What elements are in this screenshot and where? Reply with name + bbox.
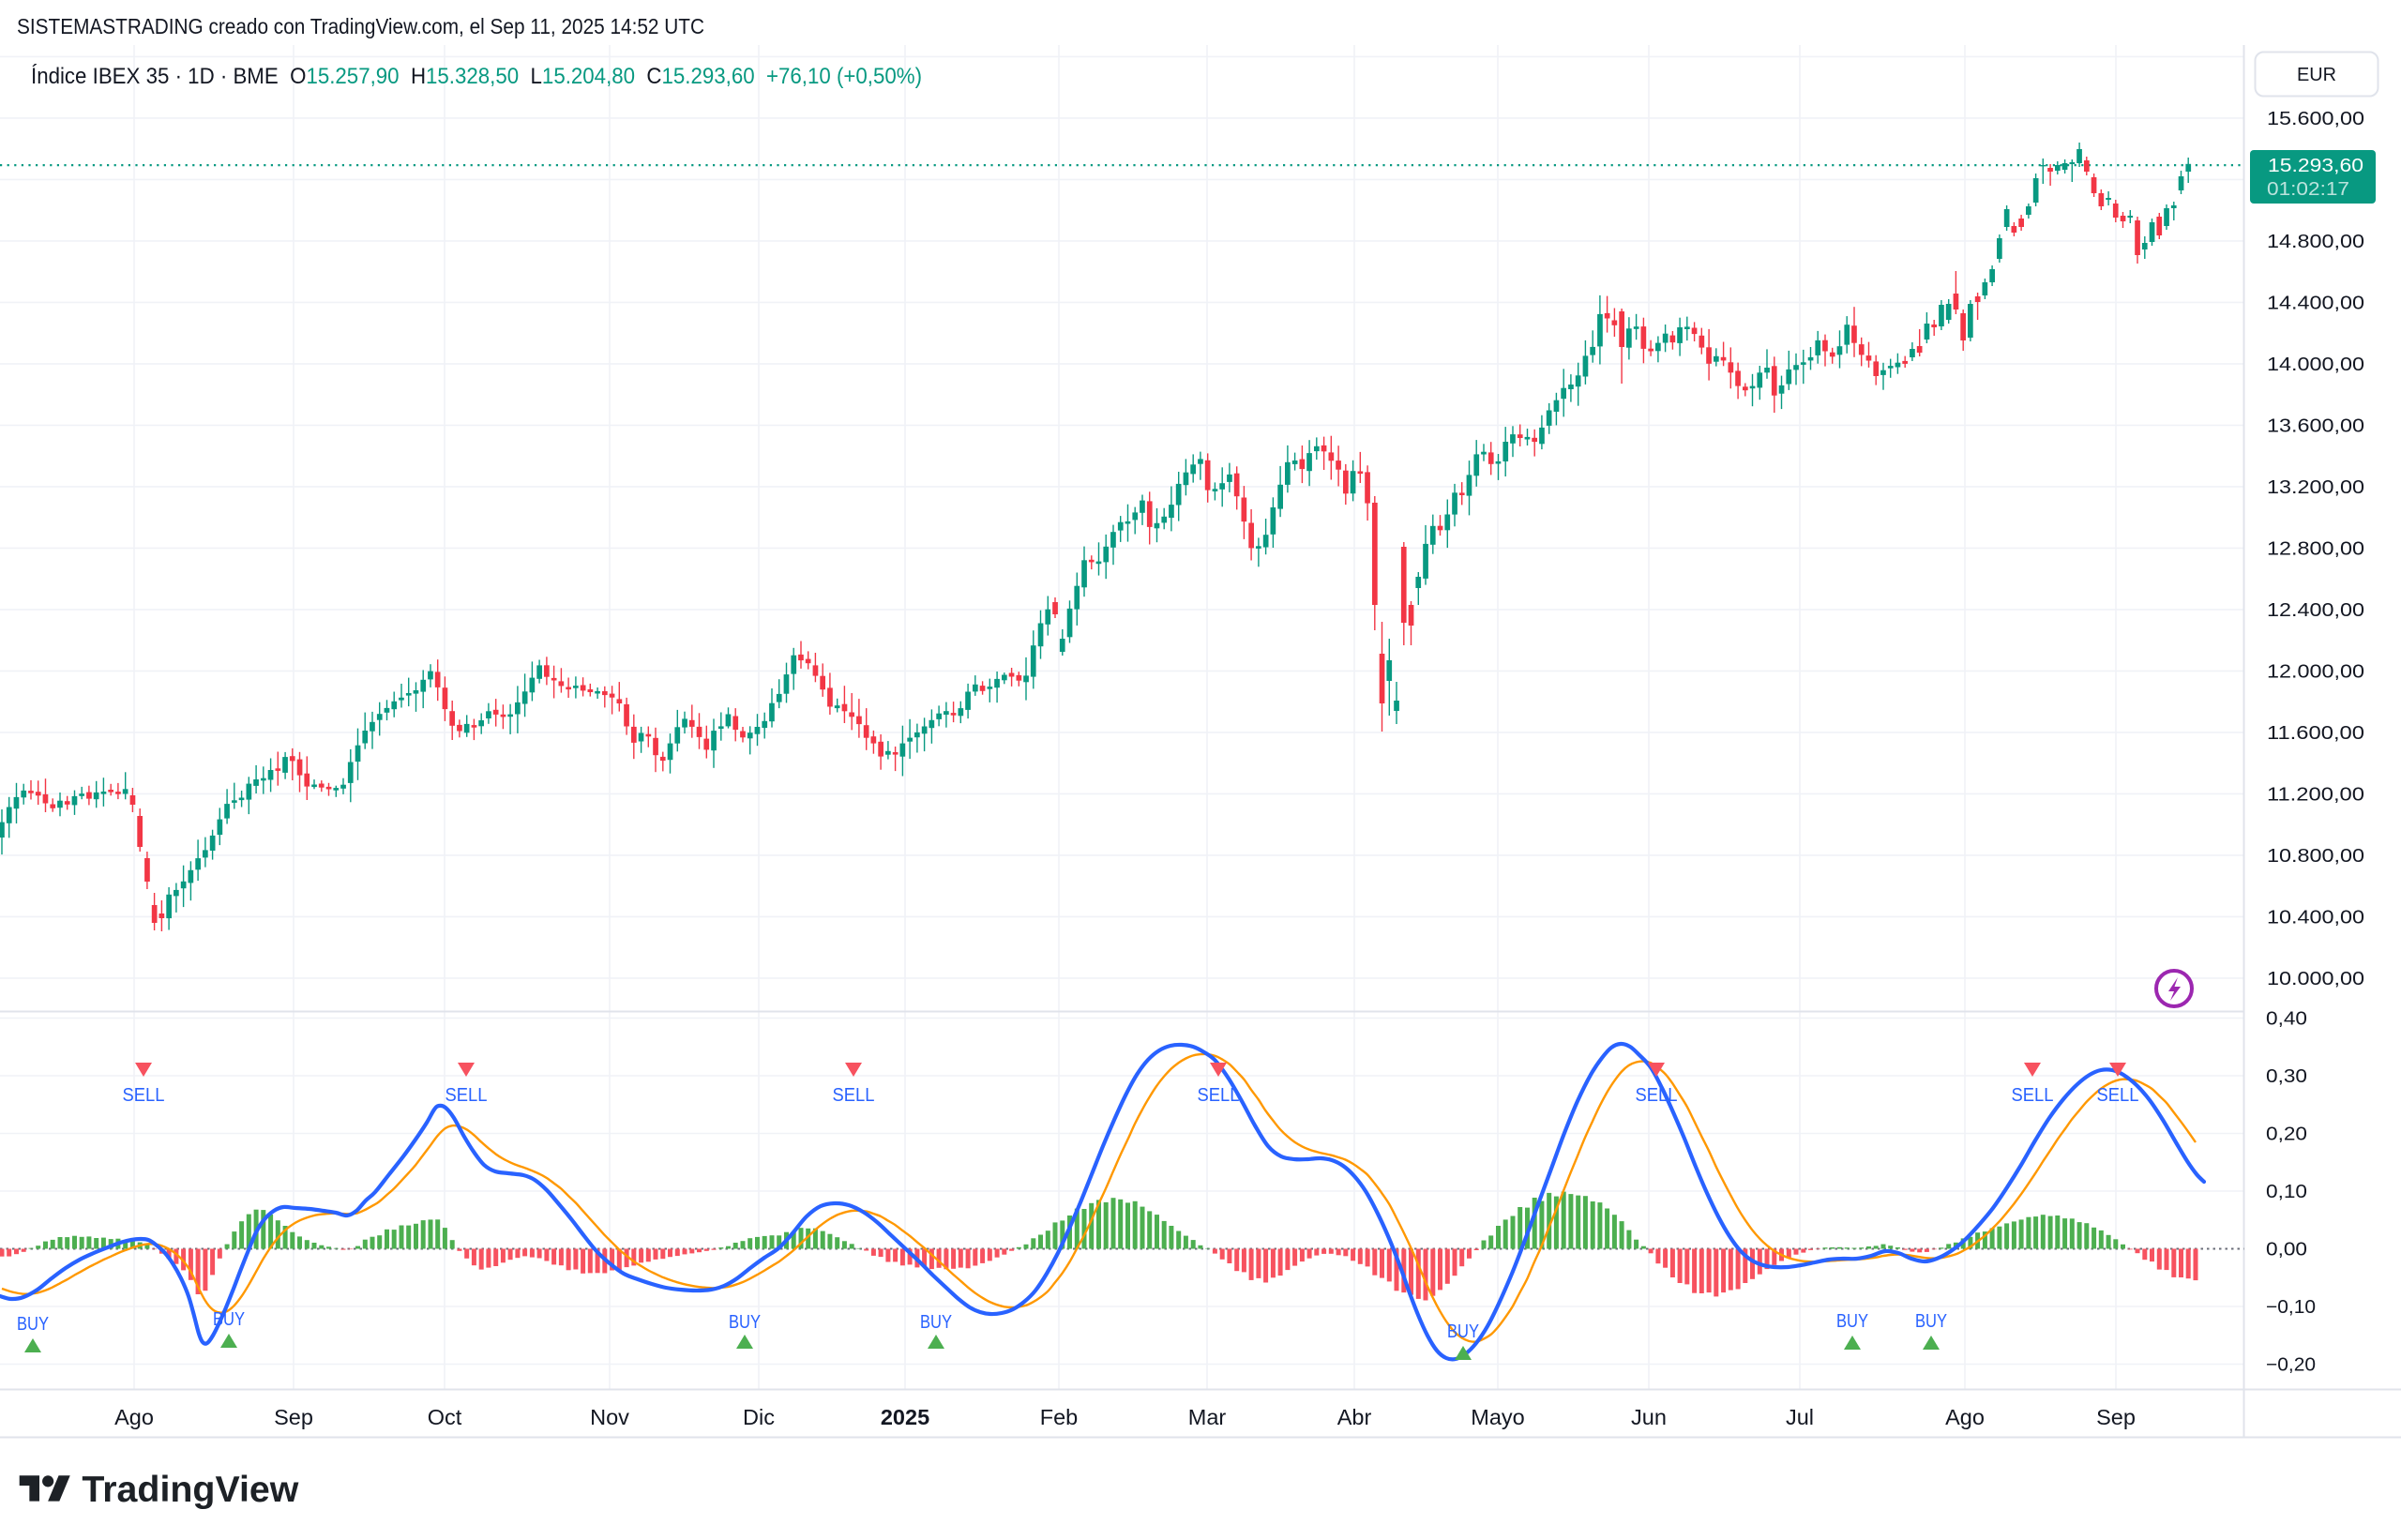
svg-text:15.600,00: 15.600,00: [2267, 109, 2364, 129]
svg-text:SELL: SELL: [1636, 1085, 1678, 1106]
svg-text:SELL: SELL: [833, 1085, 875, 1106]
svg-text:SELL: SELL: [2097, 1085, 2139, 1106]
svg-text:SELL: SELL: [445, 1085, 488, 1106]
svg-text:−0,10: −0,10: [2266, 1297, 2316, 1318]
svg-text:01:02:17: 01:02:17: [2267, 178, 2349, 200]
svg-text:12.800,00: 12.800,00: [2267, 538, 2364, 559]
svg-text:Abr: Abr: [1337, 1405, 1372, 1429]
svg-text:2025: 2025: [881, 1405, 929, 1429]
svg-text:SELL: SELL: [1198, 1085, 1240, 1106]
svg-text:Ago: Ago: [1945, 1405, 1985, 1429]
svg-text:12.000,00: 12.000,00: [2267, 661, 2364, 682]
svg-text:0,10: 0,10: [2266, 1182, 2307, 1202]
svg-text:11.600,00: 11.600,00: [2267, 723, 2364, 744]
svg-text:Jul: Jul: [1786, 1405, 1814, 1429]
svg-text:Sep: Sep: [274, 1405, 313, 1429]
svg-text:SISTEMASTRADING creado con Tra: SISTEMASTRADING creado con TradingView.c…: [17, 14, 704, 38]
svg-text:14.400,00: 14.400,00: [2267, 293, 2364, 313]
svg-text:Nov: Nov: [590, 1405, 629, 1429]
svg-text:Índice IBEX 35 · 1D · BME O15: Índice IBEX 35 · 1D · BME O15.257,90 H15…: [31, 64, 922, 89]
svg-text:Mayo: Mayo: [1471, 1405, 1524, 1429]
svg-text:Ago: Ago: [114, 1405, 154, 1429]
svg-text:13.200,00: 13.200,00: [2267, 477, 2364, 498]
svg-text:Dic: Dic: [743, 1405, 775, 1429]
svg-text:BUY: BUY: [17, 1314, 49, 1335]
svg-text:10.800,00: 10.800,00: [2267, 846, 2364, 867]
svg-text:Oct: Oct: [428, 1405, 462, 1429]
svg-text:BUY: BUY: [920, 1312, 952, 1333]
svg-text:14.000,00: 14.000,00: [2267, 355, 2364, 375]
svg-text:0,40: 0,40: [2266, 1009, 2307, 1030]
svg-text:BUY: BUY: [1447, 1321, 1479, 1342]
svg-text:BUY: BUY: [1915, 1311, 1947, 1332]
svg-text:Sep: Sep: [2096, 1405, 2136, 1429]
svg-text:SELL: SELL: [2012, 1085, 2054, 1106]
svg-text:0,00: 0,00: [2266, 1240, 2307, 1261]
svg-text:Jun: Jun: [1631, 1405, 1667, 1429]
svg-text:−0,20: −0,20: [2266, 1355, 2316, 1376]
svg-text:10.000,00: 10.000,00: [2267, 969, 2364, 989]
svg-text:Feb: Feb: [1040, 1405, 1079, 1429]
svg-text:EUR: EUR: [2297, 65, 2336, 85]
svg-text:BUY: BUY: [729, 1312, 761, 1333]
svg-text:TradingView: TradingView: [82, 1470, 299, 1510]
svg-text:0,30: 0,30: [2266, 1066, 2307, 1087]
svg-text:BUY: BUY: [213, 1309, 245, 1330]
svg-text:Mar: Mar: [1188, 1405, 1227, 1429]
svg-text:12.400,00: 12.400,00: [2267, 600, 2364, 621]
svg-text:0,20: 0,20: [2266, 1125, 2307, 1145]
svg-text:15.293,60: 15.293,60: [2268, 155, 2363, 176]
svg-text:14.800,00: 14.800,00: [2267, 232, 2364, 252]
svg-text:13.600,00: 13.600,00: [2267, 415, 2364, 436]
svg-text:10.400,00: 10.400,00: [2267, 907, 2364, 928]
svg-text:11.200,00: 11.200,00: [2267, 784, 2364, 805]
svg-text:SELL: SELL: [123, 1085, 165, 1106]
svg-text:BUY: BUY: [1836, 1311, 1868, 1332]
